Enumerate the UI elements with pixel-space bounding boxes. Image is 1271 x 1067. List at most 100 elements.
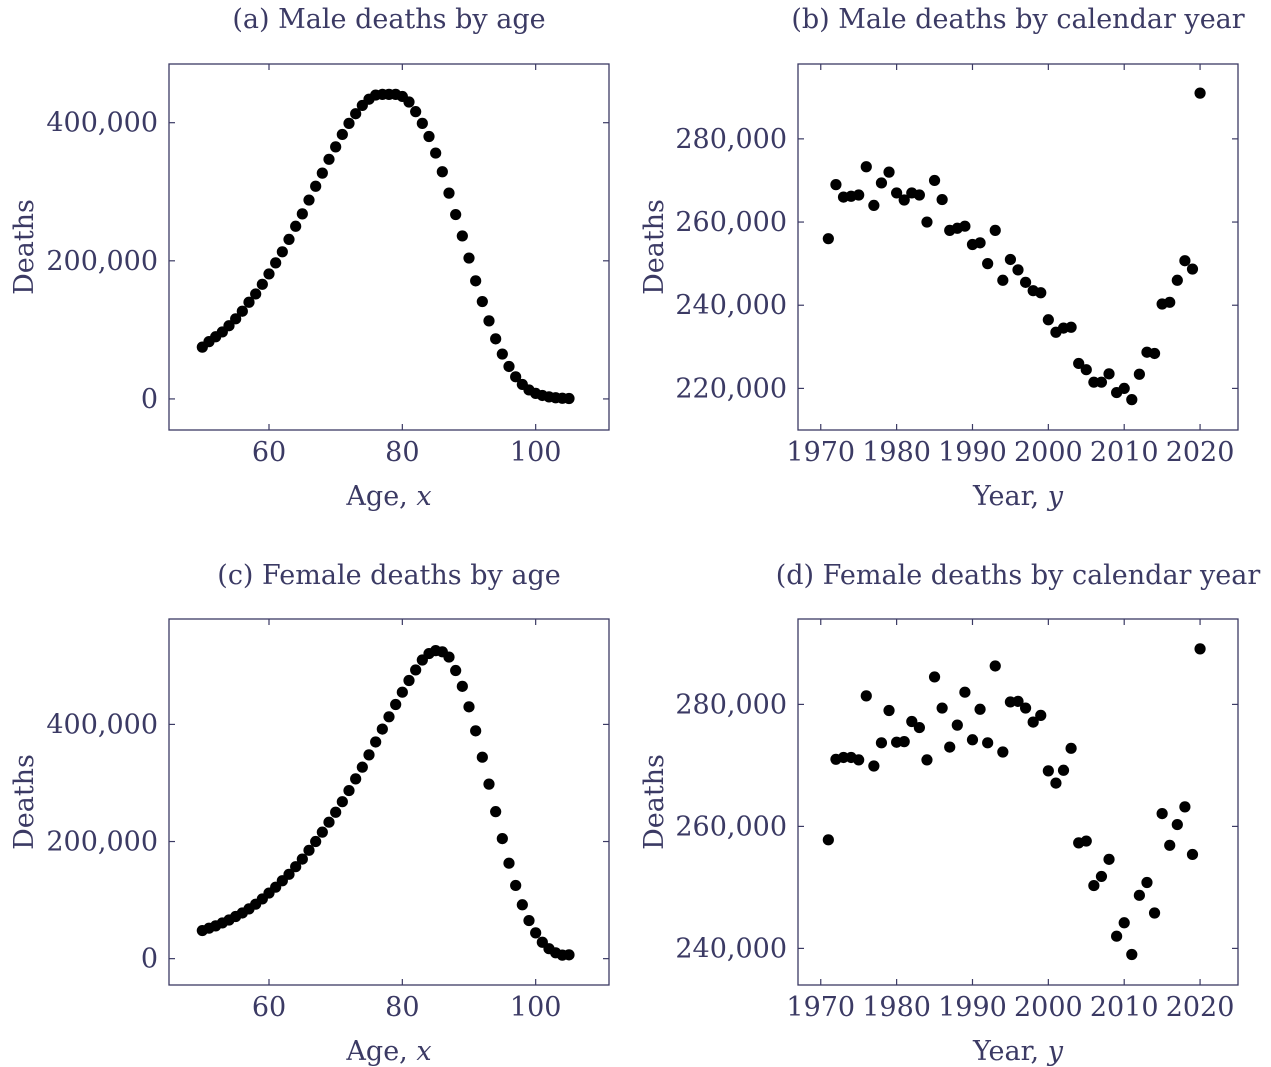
panel-d: (d) Female deaths by calendar year 1970 1… xyxy=(639,560,1260,1067)
panel-title: (b) Male deaths by calendar year xyxy=(791,4,1244,35)
data-point xyxy=(376,723,388,735)
data-points xyxy=(822,643,1206,961)
data-point xyxy=(523,914,535,927)
data-point xyxy=(1080,364,1092,376)
x-tick-label: 1980 xyxy=(862,437,931,468)
data-point xyxy=(1148,907,1161,919)
data-point xyxy=(936,193,948,206)
data-point xyxy=(296,853,308,865)
data-point xyxy=(263,268,275,280)
data-point xyxy=(1095,376,1108,388)
data-points xyxy=(196,88,575,405)
data-point xyxy=(1012,264,1024,276)
data-point xyxy=(1057,764,1070,776)
x-axis-label: Year, y xyxy=(972,481,1064,512)
data-point xyxy=(1133,889,1145,901)
data-point xyxy=(436,166,448,178)
plot-frame xyxy=(797,63,1239,431)
x-tick-label: 60 xyxy=(252,992,286,1023)
data-points xyxy=(196,645,575,961)
panel-a: (a) Male deaths by age 60 80 100 0 200,000 40… xyxy=(9,4,610,512)
y-tick-label: 260,000 xyxy=(675,207,787,238)
data-point xyxy=(853,189,865,201)
data-point xyxy=(868,760,880,772)
data-point xyxy=(336,796,348,808)
data-point xyxy=(270,257,282,269)
data-point xyxy=(483,778,495,790)
data-point xyxy=(1118,917,1130,929)
data-point xyxy=(450,208,462,221)
data-point xyxy=(243,296,255,308)
data-point xyxy=(516,899,528,911)
data-point xyxy=(1186,263,1199,275)
x-tick-label: 2020 xyxy=(1166,437,1235,468)
data-point xyxy=(356,761,368,773)
data-point xyxy=(1171,274,1183,286)
data-point xyxy=(906,715,918,728)
data-point xyxy=(563,392,575,405)
data-point xyxy=(1019,702,1032,714)
data-point xyxy=(476,295,488,308)
data-point xyxy=(310,180,322,192)
data-point xyxy=(1164,296,1176,308)
x-tick-label: 2010 xyxy=(1090,992,1159,1023)
data-point xyxy=(1012,695,1024,707)
x-tick-label: 1990 xyxy=(938,992,1007,1023)
data-point xyxy=(450,664,462,677)
data-point xyxy=(276,246,288,258)
x-tick-label: 2000 xyxy=(1014,992,1083,1023)
data-point xyxy=(1042,314,1054,326)
data-point xyxy=(822,834,834,846)
data-point xyxy=(1111,930,1123,942)
y-tick-label: 280,000 xyxy=(675,689,787,720)
data-point xyxy=(1027,716,1039,728)
data-point xyxy=(443,187,455,199)
data-point xyxy=(350,108,362,120)
data-point xyxy=(997,746,1009,758)
data-point xyxy=(230,313,242,325)
data-point xyxy=(1179,801,1191,813)
data-point xyxy=(503,360,515,373)
data-point xyxy=(822,233,834,245)
data-point xyxy=(490,333,502,345)
data-point xyxy=(290,861,302,873)
data-point xyxy=(1065,742,1077,754)
data-point xyxy=(1194,87,1206,99)
data-point xyxy=(1186,848,1199,861)
data-point xyxy=(443,651,455,663)
data-point xyxy=(496,833,508,845)
data-point xyxy=(303,844,315,856)
data-point xyxy=(1050,777,1062,789)
data-point xyxy=(490,806,502,818)
data-point xyxy=(296,208,308,220)
plot-frame xyxy=(168,618,610,986)
data-point xyxy=(323,816,335,828)
data-point xyxy=(1073,357,1085,370)
data-point xyxy=(470,275,482,287)
data-point xyxy=(1103,368,1115,380)
data-point xyxy=(951,719,963,731)
data-point xyxy=(416,117,428,129)
data-point xyxy=(290,220,302,232)
data-point xyxy=(330,806,342,818)
x-tick-label: 2010 xyxy=(1090,437,1159,468)
data-point xyxy=(503,857,515,869)
x-tick-label: 80 xyxy=(385,437,419,468)
data-point xyxy=(510,879,522,892)
axis-ticks: 60 80 100 0 200,000 400,000 xyxy=(46,64,609,468)
y-tick-label: 200,000 xyxy=(46,827,158,858)
data-point xyxy=(1080,835,1092,847)
x-tick-label: 1990 xyxy=(938,437,1007,468)
data-point xyxy=(944,741,956,753)
data-point xyxy=(875,177,888,189)
data-point xyxy=(1004,253,1017,266)
data-point xyxy=(883,704,895,717)
data-point xyxy=(350,773,362,785)
data-point xyxy=(370,736,382,748)
data-point xyxy=(982,258,994,270)
data-point xyxy=(1141,876,1153,889)
data-point xyxy=(236,305,248,317)
data-point xyxy=(250,288,262,300)
plot-frame xyxy=(168,63,610,431)
